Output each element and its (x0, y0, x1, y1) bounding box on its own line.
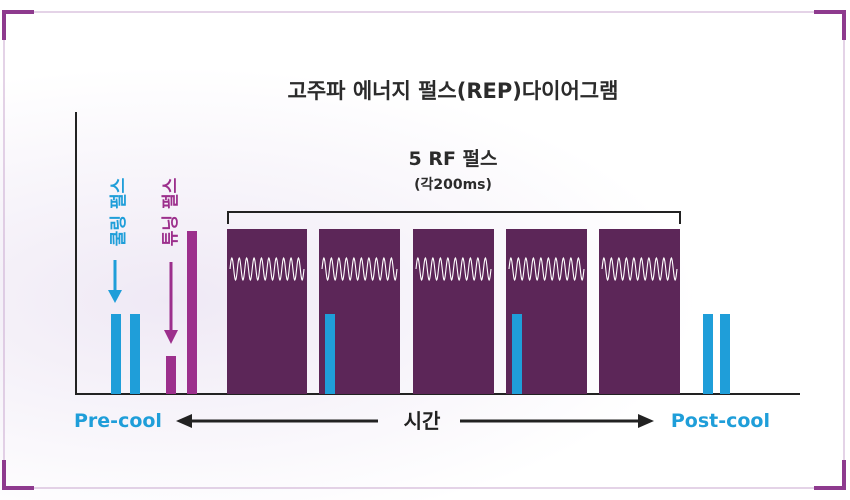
rf-pulse-5 (599, 229, 680, 394)
rf-sine-wave-1 (229, 256, 305, 282)
frame-border (3, 11, 845, 489)
corner-bottom-left (2, 460, 34, 490)
corner-top-right (814, 10, 846, 40)
pre-cool-pulse (130, 314, 140, 394)
rf-sine-wave-2 (321, 256, 398, 282)
cooling-arrow-head (108, 290, 122, 303)
tuning-arrow-head (164, 330, 178, 344)
rf-waves (229, 256, 678, 282)
time-arrow-right-head (638, 414, 654, 428)
rf-pulse-1 (227, 229, 307, 394)
time-label: 시간 (404, 409, 441, 433)
inter-cool-pulse (325, 314, 335, 394)
rf-group-sublabel: (각200ms) (414, 176, 492, 193)
diagram-title: 고주파 에너지 펄스(REP)다이어그램 (288, 79, 619, 103)
rf-sine-wave-5 (601, 256, 678, 282)
rf-sine-wave-4 (508, 256, 585, 282)
time-arrow-left-head (176, 414, 192, 428)
cooling-pulse-label: 쿨링 펄스 (109, 177, 129, 246)
rf-pulse-3 (413, 229, 494, 394)
tuning-pulse-tall (187, 231, 197, 394)
tuning-pulse-label: 튜닝 펄스 (161, 177, 181, 246)
rf-sine-wave-3 (415, 256, 492, 282)
corner-top-left (2, 10, 34, 40)
tuning-pulse-short (166, 356, 176, 394)
corner-bottom-right (814, 460, 846, 490)
rf-group-bracket (227, 211, 681, 224)
rf-group-label: 5 RF 펄스 (408, 148, 497, 170)
post-cool-label: Post-cool (671, 410, 770, 432)
pre-cool-label: Pre-cool (74, 410, 162, 432)
inter-cool-pulse (512, 314, 522, 394)
post-cool-pulse (720, 314, 730, 394)
pre-cool-pulse (111, 314, 121, 394)
post-cool-pulse (703, 314, 713, 394)
rf-pulses (227, 229, 680, 394)
